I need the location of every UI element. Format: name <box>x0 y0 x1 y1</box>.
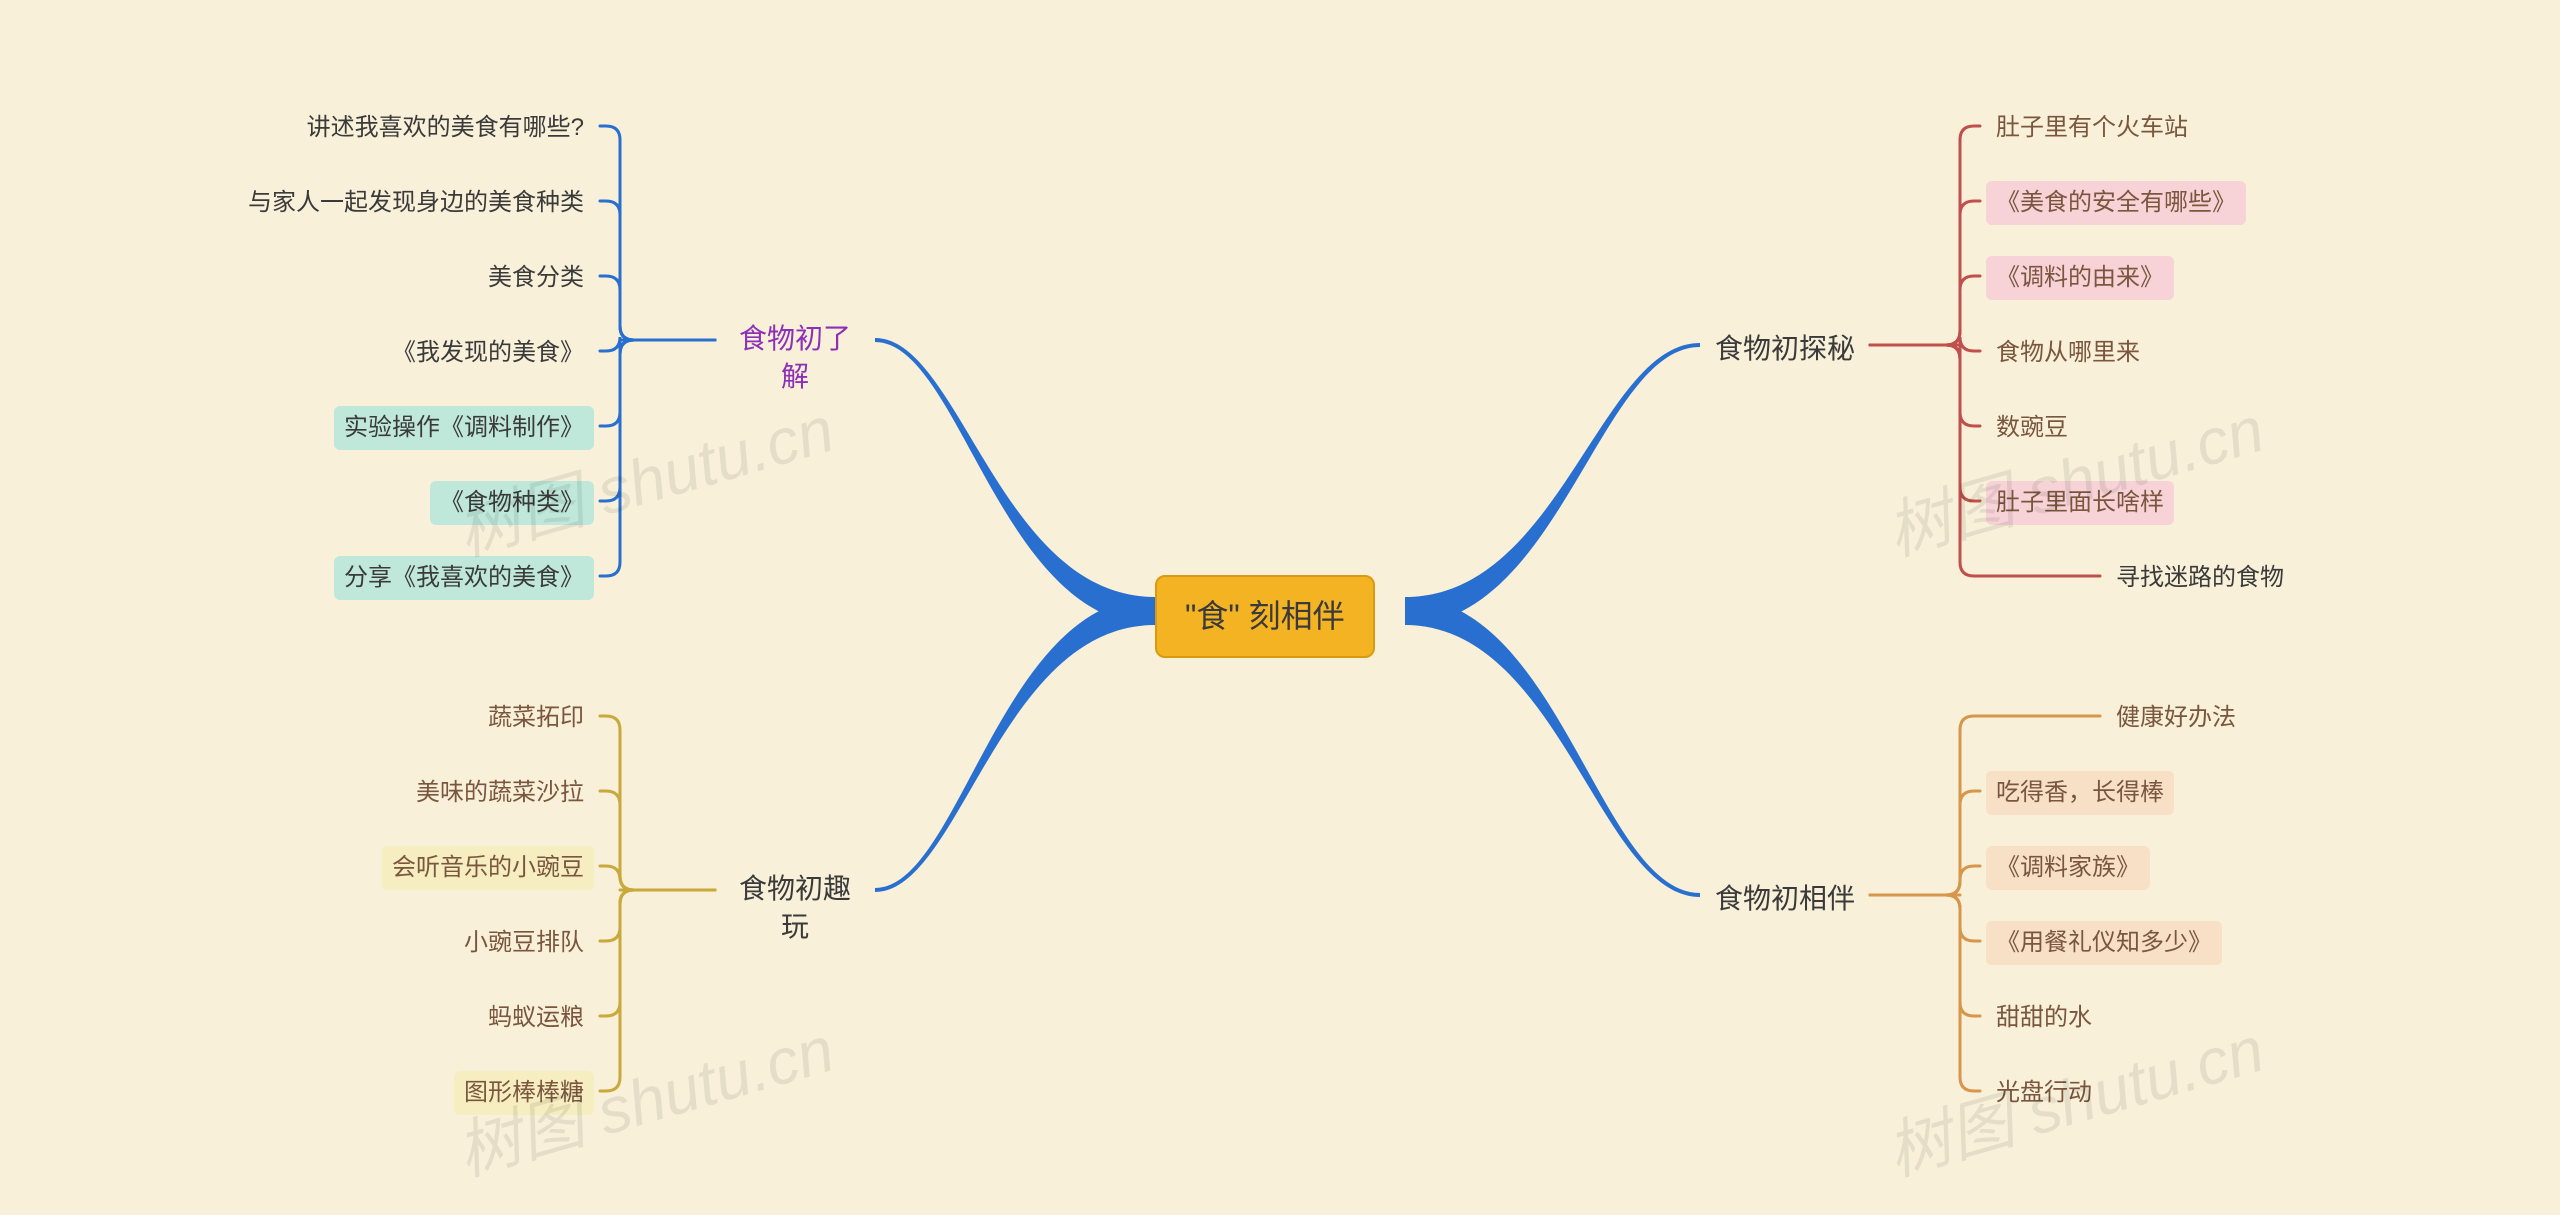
leaf-node[interactable]: 美食分类 <box>478 256 594 300</box>
leaf-node[interactable]: 图形棒棒糖 <box>454 1071 594 1115</box>
leaf-connector <box>600 890 715 1091</box>
leaf-connector <box>600 866 715 890</box>
leaf-connector <box>600 716 715 890</box>
leaf-node[interactable]: 小豌豆排队 <box>454 921 594 965</box>
leaf-connector <box>600 890 715 941</box>
leaf-connector <box>1870 345 2100 576</box>
leaf-node[interactable]: 《我发现的美食》 <box>382 331 594 375</box>
leaf-connector <box>600 201 715 340</box>
leaf-connector <box>1870 895 1980 941</box>
main-branch-curve <box>1405 597 1700 897</box>
leaf-connector <box>1870 201 1980 345</box>
main-branch-curve <box>1405 343 1700 625</box>
leaf-connector <box>600 791 715 890</box>
leaf-node[interactable]: 蔬菜拓印 <box>478 696 594 740</box>
leaf-node[interactable]: 《美食的安全有哪些》 <box>1986 181 2246 225</box>
leaf-connector <box>1870 126 1980 345</box>
main-branch-curve <box>875 338 1155 625</box>
leaf-node[interactable]: 蚂蚁运粮 <box>478 996 594 1040</box>
root-node[interactable]: "食" 刻相伴 <box>1155 575 1375 658</box>
leaf-connector <box>1870 866 1980 895</box>
leaf-connector <box>1870 345 1980 426</box>
leaf-node[interactable]: 讲述我喜欢的美食有哪些? <box>297 106 594 150</box>
leaf-node[interactable]: 甜甜的水 <box>1986 996 2102 1040</box>
leaf-node[interactable]: 《调料家族》 <box>1986 846 2150 890</box>
leaf-node[interactable]: 肚子里有个火车站 <box>1986 106 2198 150</box>
leaf-connector <box>600 126 715 340</box>
leaf-node[interactable]: 肚子里面长啥样 <box>1986 481 2174 525</box>
branch-label[interactable]: 食物初相伴 <box>1700 880 1870 918</box>
branch-label[interactable]: 食物初了解 <box>715 320 875 396</box>
leaf-connector <box>1870 895 1980 1016</box>
branch-label[interactable]: 食物初趣玩 <box>715 870 875 946</box>
leaf-node[interactable]: 美味的蔬菜沙拉 <box>406 771 594 815</box>
leaf-connector <box>1870 791 1980 895</box>
leaf-connector <box>600 276 715 340</box>
leaf-node[interactable]: 会听音乐的小豌豆 <box>382 846 594 890</box>
leaf-connector <box>1870 337 1980 359</box>
leaf-node[interactable]: 数豌豆 <box>1986 406 2078 450</box>
leaf-connector <box>1870 276 1980 345</box>
leaf-node[interactable]: 光盘行动 <box>1986 1071 2102 1115</box>
leaf-connector <box>600 340 715 426</box>
main-branch-curve <box>875 597 1155 892</box>
leaf-connector <box>1870 895 1980 1091</box>
branch-label[interactable]: 食物初探秘 <box>1700 330 1870 368</box>
leaf-node[interactable]: 《食物种类》 <box>430 481 594 525</box>
leaf-node[interactable]: 与家人一起发现身边的美食种类 <box>238 181 594 225</box>
leaf-node[interactable]: 实验操作《调料制作》 <box>334 406 594 450</box>
leaf-node[interactable]: 食物从哪里来 <box>1986 331 2150 375</box>
leaf-node[interactable]: 寻找迷路的食物 <box>2106 556 2294 600</box>
leaf-node[interactable]: 《用餐礼仪知多少》 <box>1986 921 2222 965</box>
leaf-node[interactable]: 《调料的由来》 <box>1986 256 2174 300</box>
leaf-connector <box>600 340 715 576</box>
leaf-node[interactable]: 分享《我喜欢的美食》 <box>334 556 594 600</box>
leaf-node[interactable]: 吃得香，长得棒 <box>1986 771 2174 815</box>
leaf-node[interactable]: 健康好办法 <box>2106 696 2246 740</box>
leaf-connector <box>600 890 715 1016</box>
